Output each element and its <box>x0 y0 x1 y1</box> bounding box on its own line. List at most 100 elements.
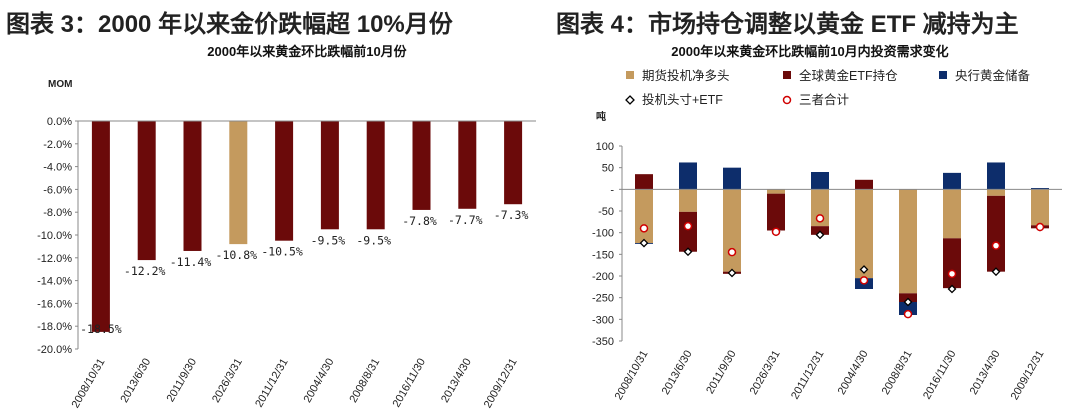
left-bar-value-label: -10.5% <box>261 245 303 259</box>
left-bar-value-label: -12.2% <box>124 264 166 278</box>
right-stacked-bar-segment <box>811 172 829 190</box>
left-x-tick-label: 2013/6/30 <box>118 357 153 405</box>
left-bar <box>320 121 339 230</box>
right-y-tick-label: 50 <box>602 163 614 175</box>
right-legend-swatch <box>626 71 634 79</box>
right-legend-label: 期货投机净多头 <box>642 68 730 83</box>
right-stacked-bar-segment <box>723 189 741 272</box>
right-x-tick-label: 2009/12/31 <box>1009 349 1047 403</box>
left-y-tick-label: -20.0% <box>37 344 72 356</box>
left-x-tick-label: 2008/8/31 <box>347 357 382 405</box>
right-stacked-bar-segment <box>679 189 697 212</box>
right-diamond-marker <box>947 284 957 294</box>
right-x-tick-label: 2004/4/30 <box>836 349 871 397</box>
right-stacked-bar-segment <box>1031 189 1049 226</box>
left-y-tick-label: -2.0% <box>43 139 72 151</box>
right-legend-swatch <box>939 71 947 79</box>
right-y-tick-label: -150 <box>592 249 614 261</box>
right-legend-circle-marker <box>782 95 792 105</box>
right-x-tick-label: 2016/11/30 <box>921 349 959 402</box>
left-y-unit: MOM <box>48 79 72 90</box>
left-bar <box>275 121 294 241</box>
left-bar <box>458 121 477 209</box>
left-bar <box>91 121 110 332</box>
right-circle-marker <box>815 214 825 223</box>
right-legend-label: 投机头寸+ETF <box>642 92 723 107</box>
left-bar <box>504 121 523 205</box>
right-y-unit: 吨 <box>596 110 606 123</box>
right-circle-marker <box>947 269 957 279</box>
right-stacked-bar-segment <box>899 302 917 315</box>
left-bar <box>366 121 385 230</box>
right-diamond-marker <box>859 265 869 274</box>
right-x-tick-label: 2013/6/30 <box>660 349 695 397</box>
left-bar-value-label: -18.5% <box>80 322 122 336</box>
right-figure-title: 图表 4：市场持仓调整以黄金 ETF 减持为主 <box>556 11 1019 38</box>
right-y-tick-label: -300 <box>592 314 614 326</box>
right-stacked-bar-segment <box>899 189 917 294</box>
left-bar-value-label: -7.7% <box>448 213 483 227</box>
right-chart-title: 2000年以来黄金环比跌幅前10月内投资需求变化 <box>671 44 948 59</box>
right-circle-marker <box>639 224 649 233</box>
right-y-tick-label: -50 <box>598 206 614 218</box>
left-y-tick-label: -18.0% <box>37 321 72 333</box>
left-y-tick-label: -8.0% <box>43 207 72 219</box>
left-bar-value-label: -11.4% <box>170 255 212 269</box>
right-x-tick-label: 2008/10/31 <box>613 349 651 403</box>
right-diamond-marker <box>639 238 649 248</box>
right-stacked-bar-segment <box>987 162 1005 190</box>
right-legend-swatch <box>783 71 791 79</box>
right-legend-label: 央行黄金储备 <box>955 68 1031 83</box>
right-legend-label: 全球黄金ETF持仓 <box>799 68 898 83</box>
right-stacked-bar-segment <box>943 238 961 289</box>
right-stacked-bar-segment <box>635 189 653 244</box>
right-circle-marker <box>771 227 781 237</box>
left-bar-value-label: -7.8% <box>402 214 437 228</box>
right-y-tick-label: -250 <box>592 293 614 305</box>
left-bar-value-label: -7.3% <box>494 208 529 222</box>
right-stacked-bar-segment <box>855 179 873 190</box>
right-y-tick-label: 100 <box>596 141 614 153</box>
right-stacked-bar-segment <box>943 189 961 239</box>
left-bar <box>229 121 248 245</box>
right-y-tick-label: - <box>610 184 614 196</box>
left-y-tick-label: -6.0% <box>43 184 72 196</box>
right-x-tick-label: 2008/8/31 <box>880 349 915 397</box>
left-y-tick-label: -10.0% <box>37 230 72 242</box>
right-legend-diamond-marker <box>625 95 635 105</box>
right-circle-marker <box>859 276 869 285</box>
right-stacked-bar-segment <box>811 189 829 227</box>
right-stacked-bar-segment <box>679 211 697 252</box>
left-chart-title: 2000年以来黄金环比跌幅前10月份 <box>207 44 407 59</box>
left-bar <box>183 121 202 251</box>
left-y-tick-label: 0.0% <box>47 116 72 128</box>
right-circle-marker <box>1035 222 1045 232</box>
right-diamond-marker <box>903 297 913 307</box>
left-x-tick-label: 2011/9/30 <box>165 357 199 405</box>
right-stacked-bar-segment <box>855 189 873 279</box>
left-bar <box>412 121 431 210</box>
right-diamond-marker <box>727 268 737 278</box>
right-diamond-marker <box>815 230 825 240</box>
right-stacked-bar-segment <box>1031 188 1049 190</box>
right-circle-marker <box>727 247 737 257</box>
left-x-tick-label: 2009/12/31 <box>482 357 520 411</box>
right-y-tick-label: -200 <box>592 271 614 283</box>
right-x-tick-label: 2013/4/30 <box>968 349 1003 397</box>
right-stacked-bar-segment <box>987 195 1005 272</box>
right-stacked-bar-segment <box>679 162 697 190</box>
right-y-tick-label: -100 <box>592 228 614 240</box>
left-y-tick-label: -16.0% <box>37 298 72 310</box>
left-x-tick-label: 2004/4/30 <box>302 357 337 405</box>
left-bar-value-label: -9.5% <box>356 233 391 247</box>
right-x-tick-label: 2011/12/31 <box>789 349 827 402</box>
right-stacked-bar-segment <box>635 174 653 190</box>
right-circle-marker <box>903 309 913 319</box>
left-y-tick-label: -4.0% <box>43 162 72 174</box>
right-legend-label: 三者合计 <box>799 92 849 107</box>
right-stacked-bar-segment <box>767 193 785 231</box>
left-x-tick-label: 2013/4/30 <box>439 357 474 405</box>
right-stacked-bar-segment <box>767 189 785 194</box>
right-diamond-marker <box>991 267 1001 277</box>
